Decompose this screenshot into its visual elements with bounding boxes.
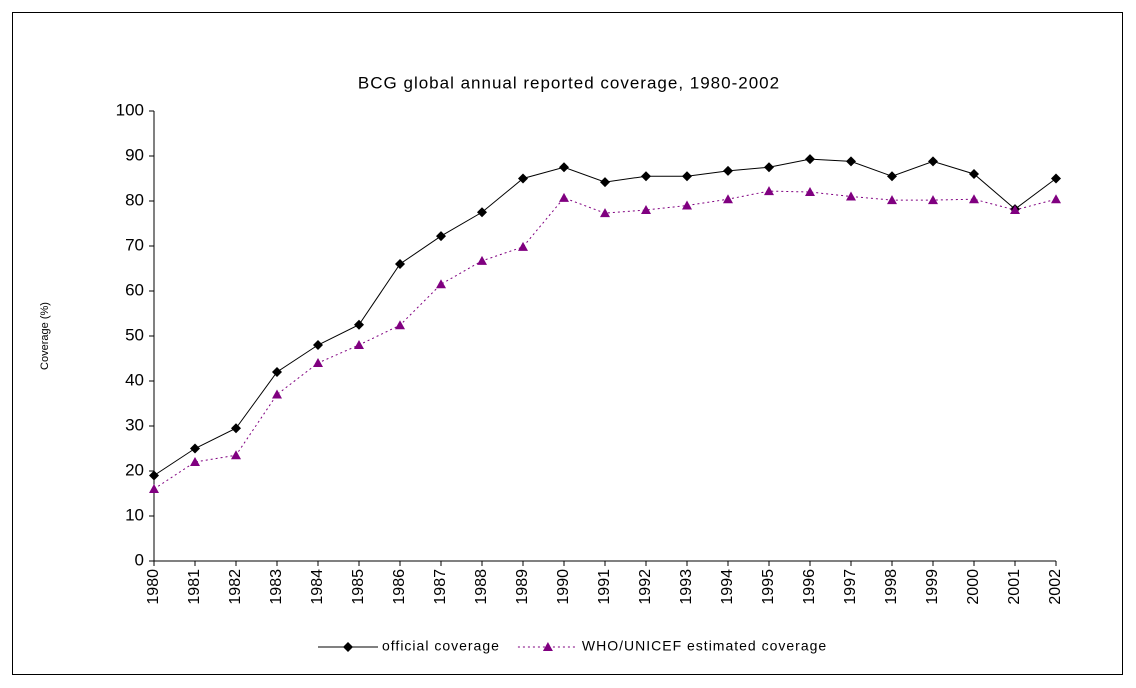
data-point [600, 208, 610, 218]
x-tick-label: 1984 [309, 569, 326, 605]
data-point [723, 165, 733, 176]
data-point [395, 259, 405, 269]
data-point [846, 191, 856, 201]
chart-title: BCG global annual reported coverage, 198… [358, 73, 780, 92]
data-point [190, 457, 200, 466]
y-tick-label: 100 [116, 100, 144, 119]
data-point [559, 162, 569, 173]
data-point [682, 200, 692, 210]
legend-marker [542, 642, 553, 651]
data-point [723, 194, 733, 204]
x-tick-label: 1995 [760, 569, 777, 605]
data-point [641, 171, 651, 182]
x-tick-label: 1998 [883, 569, 900, 605]
y-tick-label: 20 [125, 460, 144, 479]
data-point [395, 320, 405, 330]
y-tick-label: 10 [125, 505, 144, 524]
x-tick-label: 1985 [350, 569, 367, 605]
x-tick-label: 1992 [637, 569, 654, 605]
chart-border [12, 12, 1123, 675]
data-point [149, 484, 159, 493]
data-point [887, 171, 897, 182]
data-point [928, 156, 938, 167]
data-point [682, 171, 692, 182]
data-point [969, 194, 979, 204]
data-point [149, 470, 159, 481]
x-tick-label: 1980 [145, 569, 162, 605]
data-point [313, 358, 323, 367]
legend-label: WHO/UNICEF estimated coverage [582, 638, 827, 654]
data-point [518, 241, 528, 251]
data-point [354, 340, 364, 349]
data-point [354, 319, 364, 330]
data-point [887, 195, 897, 205]
data-point [436, 231, 446, 242]
y-tick-label: 50 [125, 325, 144, 344]
data-point [641, 205, 651, 214]
data-point [805, 154, 815, 165]
y-tick-label: 0 [135, 550, 144, 569]
x-tick-label: 1981 [186, 569, 203, 605]
x-tick-label: 1996 [801, 569, 818, 605]
legend-marker [343, 642, 353, 652]
x-tick-label: 1999 [924, 569, 941, 605]
y-tick-label: 60 [125, 280, 144, 299]
data-point [313, 340, 323, 350]
data-point [518, 173, 528, 184]
data-point [1051, 173, 1061, 184]
data-point [805, 187, 815, 196]
x-tick-label: 2001 [1006, 569, 1023, 605]
data-point [764, 186, 774, 196]
data-point [477, 255, 487, 265]
data-point [272, 389, 282, 399]
data-point [190, 443, 200, 454]
y-tick-label: 70 [125, 235, 144, 254]
y-tick-label: 80 [125, 190, 144, 209]
x-tick-label: 1982 [227, 569, 244, 605]
y-tick-label: 30 [125, 415, 144, 434]
data-point [231, 423, 241, 434]
y-axis-label: Coverage (%) [39, 302, 51, 370]
data-point [559, 192, 569, 202]
x-tick-label: 1997 [842, 569, 859, 605]
data-point [1051, 194, 1061, 204]
x-tick-label: 1988 [473, 569, 490, 605]
data-point [436, 279, 446, 289]
data-point [231, 450, 241, 460]
x-tick-label: 1990 [555, 569, 572, 605]
data-point [969, 169, 979, 179]
data-point [764, 162, 774, 173]
x-tick-label: 1989 [514, 569, 531, 605]
x-tick-label: 1993 [678, 569, 695, 605]
y-tick-label: 90 [125, 145, 144, 164]
data-point [928, 195, 938, 205]
x-tick-label: 1991 [596, 569, 613, 605]
x-tick-label: 1994 [719, 569, 736, 605]
data-point [600, 177, 610, 188]
data-point [477, 207, 487, 218]
data-point [272, 367, 282, 377]
data-point [1010, 205, 1020, 214]
x-tick-label: 1983 [268, 569, 285, 605]
x-tick-label: 1987 [432, 569, 449, 605]
x-tick-label: 2002 [1047, 569, 1064, 605]
x-tick-label: 2000 [965, 569, 982, 605]
y-tick-label: 40 [125, 370, 144, 389]
x-tick-label: 1986 [391, 569, 408, 605]
legend-label: official coverage [382, 638, 500, 654]
data-point [846, 156, 856, 167]
